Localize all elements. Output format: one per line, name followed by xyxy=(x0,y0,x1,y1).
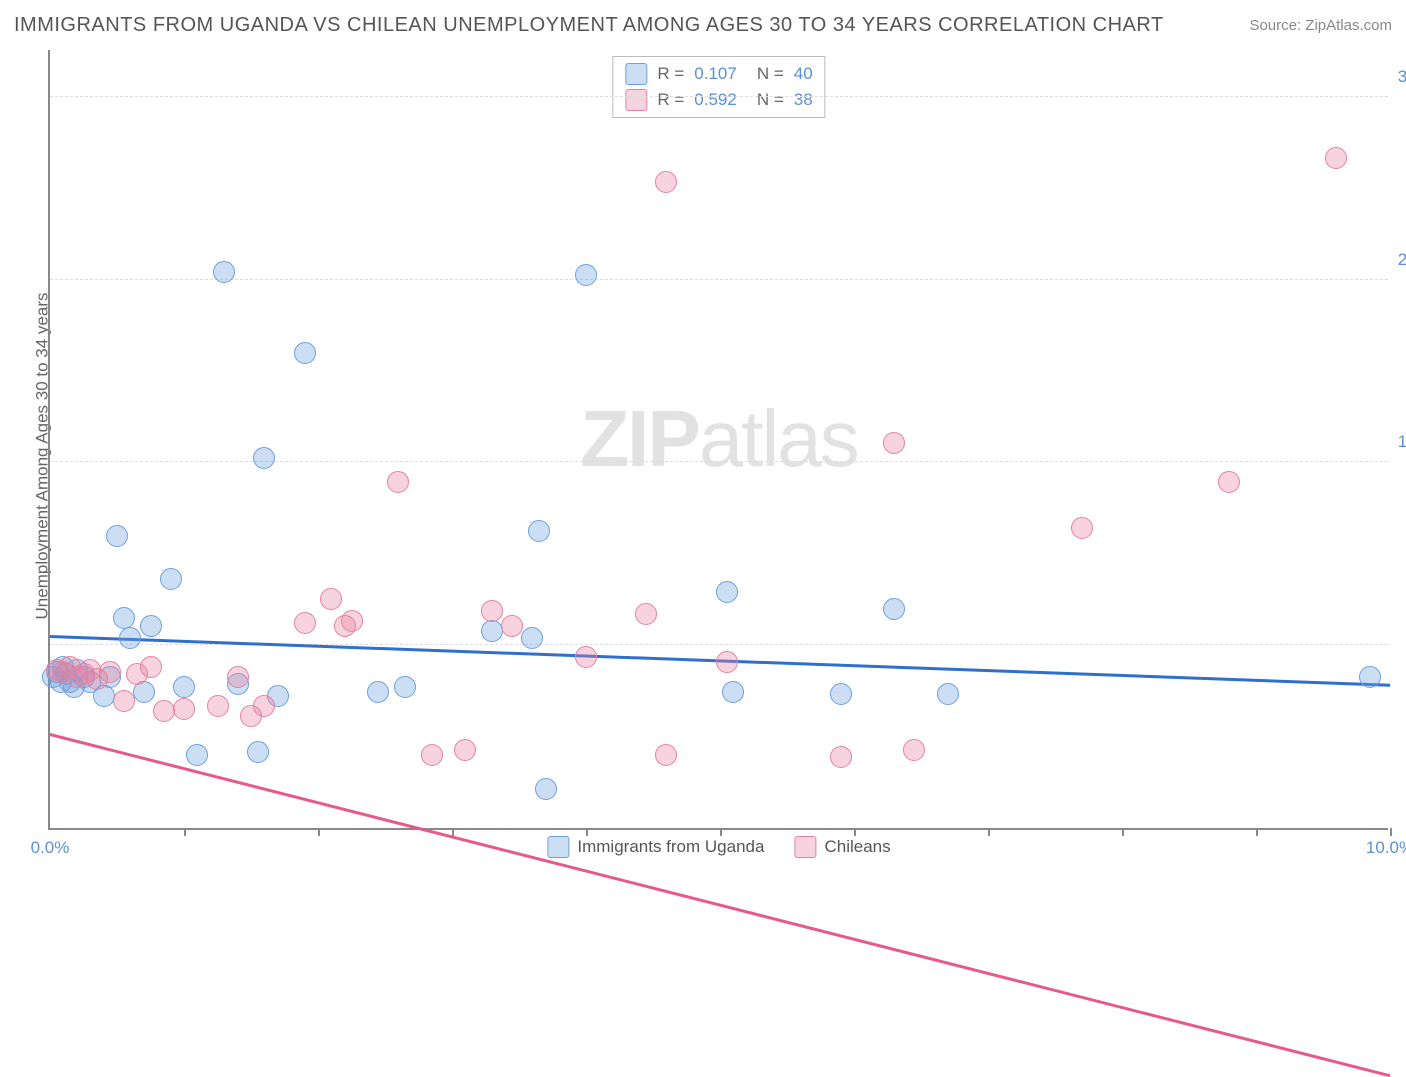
data-point xyxy=(575,264,597,286)
x-tick xyxy=(184,828,186,836)
legend-swatch xyxy=(625,89,647,111)
data-point xyxy=(1218,471,1240,493)
legend-swatch xyxy=(794,836,816,858)
data-point xyxy=(160,568,182,590)
legend-r-label: R = xyxy=(657,90,684,110)
data-point xyxy=(247,741,269,763)
data-point xyxy=(173,676,195,698)
legend-series-label: Immigrants from Uganda xyxy=(577,837,764,857)
data-point xyxy=(528,520,550,542)
data-point xyxy=(830,683,852,705)
data-point xyxy=(394,676,416,698)
x-tick xyxy=(720,828,722,836)
watermark-rest: atlas xyxy=(699,394,858,483)
gridline xyxy=(50,461,1388,462)
legend-series-label: Chileans xyxy=(824,837,890,857)
data-point xyxy=(1325,147,1347,169)
data-point xyxy=(99,661,121,683)
legend-series-item: Immigrants from Uganda xyxy=(547,836,764,858)
data-point xyxy=(173,698,195,720)
x-tick-label: 10.0% xyxy=(1366,838,1406,858)
data-point xyxy=(341,610,363,632)
data-point xyxy=(454,739,476,761)
gridline xyxy=(50,279,1388,280)
data-point xyxy=(140,656,162,678)
legend-r-label: R = xyxy=(657,64,684,84)
data-point xyxy=(883,432,905,454)
data-point xyxy=(253,447,275,469)
legend-swatch xyxy=(547,836,569,858)
data-point xyxy=(535,778,557,800)
legend-r-value: 0.592 xyxy=(694,90,737,110)
x-tick xyxy=(586,828,588,836)
x-tick xyxy=(1122,828,1124,836)
x-tick xyxy=(988,828,990,836)
title-area: IMMIGRANTS FROM UGANDA VS CHILEAN UNEMPL… xyxy=(14,14,1392,37)
data-point xyxy=(481,600,503,622)
data-point xyxy=(421,744,443,766)
data-point xyxy=(294,612,316,634)
data-point xyxy=(716,581,738,603)
data-point xyxy=(113,690,135,712)
legend-correlation: R = 0.107 N = 40 R = 0.592 N = 38 xyxy=(612,56,825,118)
data-point xyxy=(521,627,543,649)
data-point xyxy=(937,683,959,705)
data-point xyxy=(501,615,523,637)
data-point xyxy=(481,620,503,642)
legend-n-value: 40 xyxy=(794,64,813,84)
data-point xyxy=(387,471,409,493)
data-point xyxy=(253,695,275,717)
watermark-bold: ZIP xyxy=(580,394,698,483)
legend-row: R = 0.107 N = 40 xyxy=(625,61,812,87)
x-tick xyxy=(318,828,320,836)
data-point xyxy=(106,525,128,547)
data-point xyxy=(655,171,677,193)
legend-swatch xyxy=(625,63,647,85)
data-point xyxy=(294,342,316,364)
legend-n-label: N = xyxy=(757,64,784,84)
scatter-plot: ZIPatlas R =0.107N =40R =0.592N =38 Immi… xyxy=(48,50,1388,830)
legend-series: Immigrants from Uganda Chileans xyxy=(547,836,890,858)
legend-series-item: Chileans xyxy=(794,836,890,858)
data-point xyxy=(207,695,229,717)
data-point xyxy=(227,666,249,688)
source-label: Source: ZipAtlas.com xyxy=(1249,17,1392,34)
x-tick xyxy=(1256,828,1258,836)
data-point xyxy=(575,646,597,668)
data-point xyxy=(716,651,738,673)
data-point xyxy=(367,681,389,703)
data-point xyxy=(186,744,208,766)
legend-n-value: 38 xyxy=(794,90,813,110)
data-point xyxy=(655,744,677,766)
data-point xyxy=(1359,666,1381,688)
x-tick xyxy=(854,828,856,836)
legend-n-label: N = xyxy=(757,90,784,110)
legend-r-value: 0.107 xyxy=(694,64,737,84)
chart-title: IMMIGRANTS FROM UGANDA VS CHILEAN UNEMPL… xyxy=(14,14,1164,37)
x-tick-label: 0.0% xyxy=(31,838,70,858)
watermark: ZIPatlas xyxy=(580,393,857,485)
data-point xyxy=(320,588,342,610)
data-point xyxy=(635,603,657,625)
legend-row: R = 0.592 N = 38 xyxy=(625,87,812,113)
y-tick-label: 22.5% xyxy=(1398,250,1406,270)
data-point xyxy=(830,746,852,768)
gridline xyxy=(50,96,1388,97)
data-point xyxy=(883,598,905,620)
data-point xyxy=(140,615,162,637)
data-point xyxy=(213,261,235,283)
data-point xyxy=(722,681,744,703)
trend-line xyxy=(50,733,1391,1077)
data-point xyxy=(903,739,925,761)
data-point xyxy=(119,627,141,649)
data-point xyxy=(1071,517,1093,539)
y-tick-label: 15.0% xyxy=(1398,432,1406,452)
data-point xyxy=(153,700,175,722)
x-tick xyxy=(1390,828,1392,836)
y-tick-label: 30.0% xyxy=(1398,67,1406,87)
